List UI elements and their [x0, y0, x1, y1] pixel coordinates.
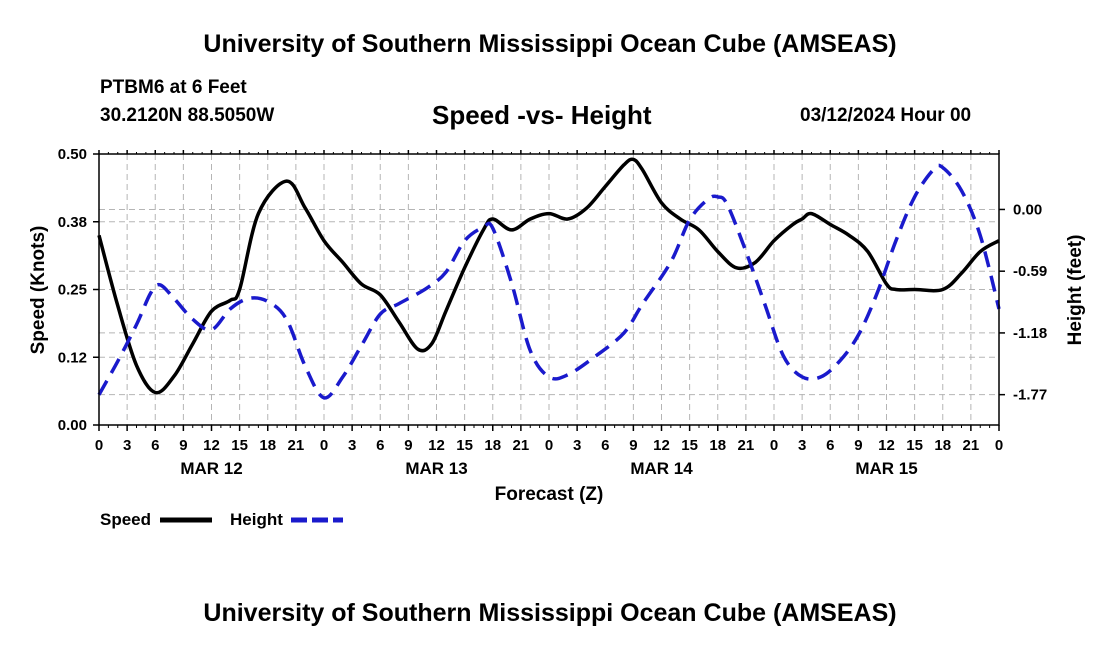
series-lines: [97, 157, 1001, 400]
x-tick-label: 9: [404, 437, 412, 454]
y-axis-label-left: Speed (Knots): [28, 226, 49, 355]
day-label: MAR 14: [630, 459, 693, 478]
x-tick-label: 21: [288, 437, 305, 454]
y-tick-label-right: 0.00: [1013, 201, 1042, 218]
x-tick-label: 18: [709, 437, 726, 454]
station-coordinates: 30.2120N 88.5050W: [100, 105, 275, 126]
x-tick-label: 6: [376, 437, 384, 454]
x-tick-label: 21: [738, 437, 755, 454]
x-tick-label: 15: [681, 437, 698, 454]
axes: 0 3 6 9 12 15 18 21 0 3 6 9 12 15 18 21 0 3 6 9 12 15 18 21 0 3 6 9…: [58, 146, 1047, 478]
x-tick-label: 15: [906, 437, 923, 454]
x-tick-label: 18: [259, 437, 276, 454]
x-tick-label: 3: [123, 437, 131, 454]
x-tick-label: 9: [629, 437, 637, 454]
x-tick-label: 21: [513, 437, 530, 454]
run-date: 03/12/2024 Hour 00: [800, 105, 972, 126]
day-label: MAR 12: [180, 459, 242, 478]
x-tick-label: 9: [854, 437, 862, 454]
x-tick-label: 3: [798, 437, 806, 454]
x-tick-label: 18: [934, 437, 951, 454]
day-label: MAR 13: [405, 459, 467, 478]
x-tick-label: 9: [179, 437, 187, 454]
x-tick-label: 6: [151, 437, 159, 454]
x-tick-label: 0: [995, 437, 1003, 454]
x-tick-label: 0: [320, 437, 328, 454]
x-tick-label: 6: [601, 437, 609, 454]
y-tick-label-right: -0.59: [1013, 263, 1047, 280]
station-label: PTBM6 at 6 Feet: [100, 77, 247, 98]
legend-label-height: Height: [230, 510, 283, 529]
x-tick-label: 15: [231, 437, 248, 454]
grid-lines: [99, 154, 999, 425]
x-tick-label: 3: [573, 437, 581, 454]
x-tick-label: 12: [653, 437, 670, 454]
y-tick-label-left: 0.12: [58, 349, 87, 366]
x-tick-label: 0: [545, 437, 553, 454]
y-tick-label-right: -1.77: [1013, 387, 1047, 404]
footer-title: University of Southern Mississippi Ocean…: [203, 599, 897, 627]
legend-label-speed: Speed: [100, 510, 151, 529]
legend: Speed Height: [100, 510, 343, 529]
y-tick-label-right: -1.18: [1013, 325, 1047, 342]
x-tick-label: 12: [428, 437, 445, 454]
x-tick-label: 12: [878, 437, 895, 454]
x-tick-label: 0: [770, 437, 778, 454]
page-title: University of Southern Mississippi Ocean…: [203, 30, 897, 58]
x-tick-label: 18: [484, 437, 501, 454]
series-line-speed: [97, 157, 1000, 395]
series-line-height: [97, 163, 1001, 400]
y-tick-label-left: 0.38: [58, 214, 87, 231]
x-axis-label: Forecast (Z): [495, 484, 604, 505]
x-tick-label: 12: [203, 437, 220, 454]
day-label: MAR 15: [855, 459, 917, 478]
y-tick-label-left: 0.50: [58, 146, 87, 163]
chart-title: Speed -vs- Height: [432, 100, 652, 130]
x-tick-label: 0: [95, 437, 103, 454]
x-tick-label: 21: [963, 437, 980, 454]
x-tick-label: 6: [826, 437, 834, 454]
x-tick-label: 3: [348, 437, 356, 454]
y-tick-label-left: 0.25: [58, 282, 87, 299]
y-axis-label-right: Height (feet): [1065, 235, 1086, 346]
y-tick-label-left: 0.00: [58, 417, 87, 434]
x-tick-label: 15: [456, 437, 473, 454]
